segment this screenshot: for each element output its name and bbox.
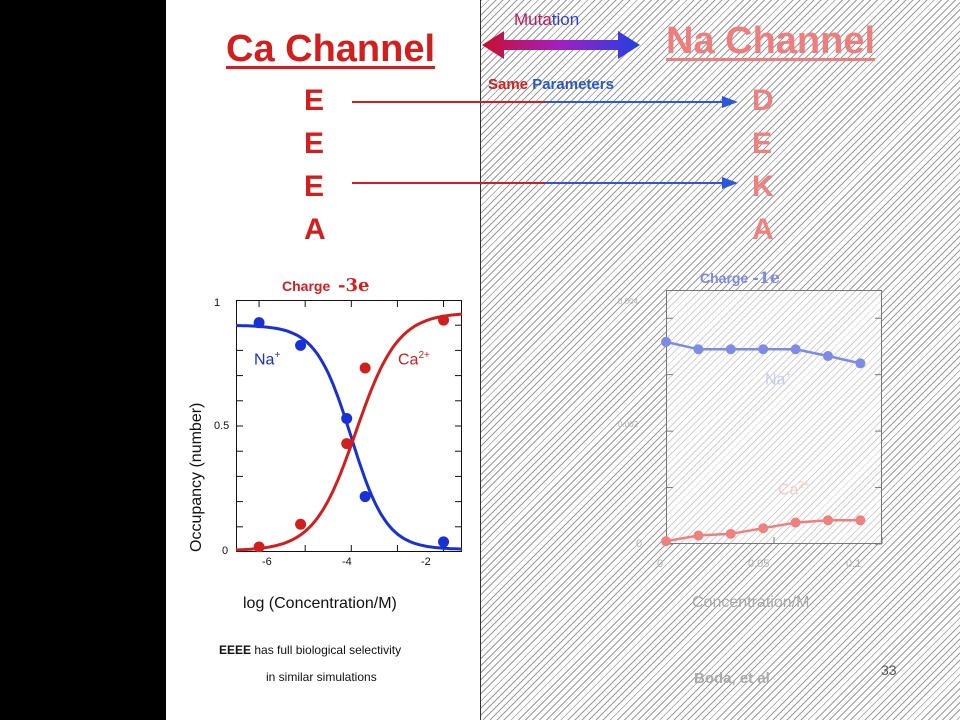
right-point-ca [725, 528, 736, 539]
left-point-ca [253, 541, 265, 552]
right-point-ca [693, 530, 704, 541]
mutation-label: Mutation [514, 10, 579, 30]
right-point-ca [758, 523, 769, 534]
right-point-ca [661, 536, 671, 547]
left-charge-value: -3e [338, 275, 370, 296]
left-xtick-neg2: -2 [421, 556, 431, 568]
same-label: Same [488, 76, 529, 93]
left-fit-line-na [236, 324, 462, 551]
left-ytick-0: 0 [222, 545, 229, 557]
left-xtick-neg4: -4 [342, 556, 352, 568]
same-parameters-label: Same Parameters [488, 76, 614, 93]
right-ytick-0-004: 0.004 [618, 297, 639, 306]
na-channel-title: Na Channel [666, 20, 876, 62]
right-xtick-0-1: 0.1 [846, 558, 862, 570]
left-point-na [295, 339, 307, 351]
right-point-na [758, 344, 769, 355]
na-residue-4: A [752, 213, 774, 246]
right-ytick-0-002: 0.002 [618, 420, 639, 429]
right-point-na [855, 358, 866, 369]
na-residue-1: D [752, 84, 774, 117]
right-point-ca [823, 515, 833, 526]
right-xtick-0: 0 [657, 558, 664, 570]
left-black-bar [0, 0, 166, 720]
note-line-2: in similar simulations [266, 670, 377, 684]
left-point-ca [295, 518, 307, 530]
na-residue-2: E [752, 127, 773, 160]
parameters-label: Parameters [532, 76, 614, 93]
right-chart-xlabel: Concentration/M [692, 594, 810, 611]
left-na-label: Na+ [254, 350, 280, 369]
right-ytick-0: 0 [636, 538, 643, 550]
na-residue-3: K [752, 170, 774, 203]
right-point-ca [855, 515, 866, 526]
left-ca-sup: 2+ [418, 350, 430, 361]
right-point-na [725, 344, 736, 355]
ca-residue-3: E [304, 170, 325, 203]
left-charge-label: Charge [282, 278, 331, 294]
left-point-ca [341, 438, 353, 450]
right-point-na [823, 351, 833, 362]
ca-residue-4: A [304, 213, 326, 246]
residue-arrow-1 [352, 96, 738, 108]
page-number: 33 [881, 662, 897, 678]
left-point-na [341, 412, 353, 424]
note-line-1: EEEE has full biological selectivity [219, 643, 401, 657]
right-point-ca [790, 517, 801, 528]
mutation-label-part2: tion [551, 10, 580, 29]
left-chart-ylabel: Occupancy (number) [188, 402, 205, 552]
left-chart-xlabel: log (Concentration/M) [243, 595, 397, 612]
left-ca-label: Ca2+ [398, 350, 430, 369]
left-ytick-0-5: 0.5 [214, 420, 230, 432]
left-chart-charge: Charge -3e [282, 275, 369, 296]
left-ca-text: Ca [398, 351, 419, 369]
left-fit-line-ca [236, 312, 462, 552]
right-point-na [790, 344, 801, 355]
right-xtick-0-05: 0.05 [748, 558, 770, 570]
left-point-ca [438, 314, 450, 326]
left-point-na [253, 317, 265, 329]
right-chart-charge: Charge -1e [700, 268, 780, 287]
left-na-sup: + [274, 350, 281, 361]
citation: Boda, et al [694, 670, 770, 687]
residue-arrow-2 [352, 177, 738, 189]
left-point-na [438, 536, 450, 548]
right-charge-label: Charge [700, 270, 749, 286]
ca-channel-title: Ca Channel [226, 28, 436, 70]
ca-residue-2: E [304, 127, 325, 160]
right-point-na [693, 344, 704, 355]
ca-residue-1: E [304, 84, 325, 117]
right-point-na [661, 336, 671, 347]
left-xtick-neg6: -6 [262, 556, 272, 568]
mutation-double-arrow [482, 31, 640, 59]
right-chart-frame [666, 290, 882, 544]
right-charge-value: -1e [752, 268, 781, 287]
left-point-ca [359, 362, 371, 374]
left-point-na [359, 491, 371, 503]
left-chart [236, 300, 462, 552]
right-chart [661, 290, 883, 547]
note-text-1: has full biological selectivity [254, 643, 402, 657]
left-ytick-1: 1 [214, 297, 221, 309]
left-na-text: Na [254, 351, 275, 369]
note-bold: EEEE [219, 643, 252, 657]
mutation-label-part1: Muta [514, 10, 552, 29]
